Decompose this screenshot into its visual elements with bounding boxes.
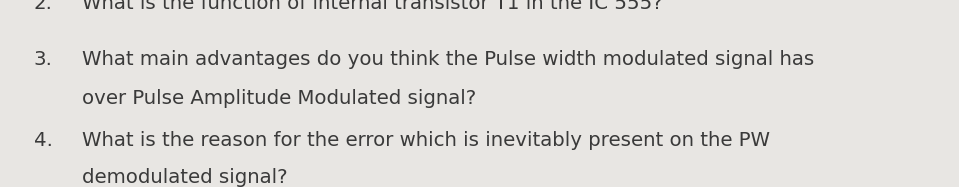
Text: 3.: 3. [34, 50, 53, 69]
Text: 2.: 2. [34, 0, 53, 13]
Text: over Pulse Amplitude Modulated signal?: over Pulse Amplitude Modulated signal? [82, 89, 476, 108]
Text: What is the function of internal transistor T1 in the IC 555?: What is the function of internal transis… [82, 0, 663, 13]
Text: What main advantages do you think the Pulse width modulated signal has: What main advantages do you think the Pu… [82, 50, 814, 69]
Text: 4.: 4. [34, 131, 53, 150]
Text: What is the reason for the error which is inevitably present on the PW: What is the reason for the error which i… [82, 131, 769, 150]
Text: demodulated signal?: demodulated signal? [82, 168, 287, 187]
